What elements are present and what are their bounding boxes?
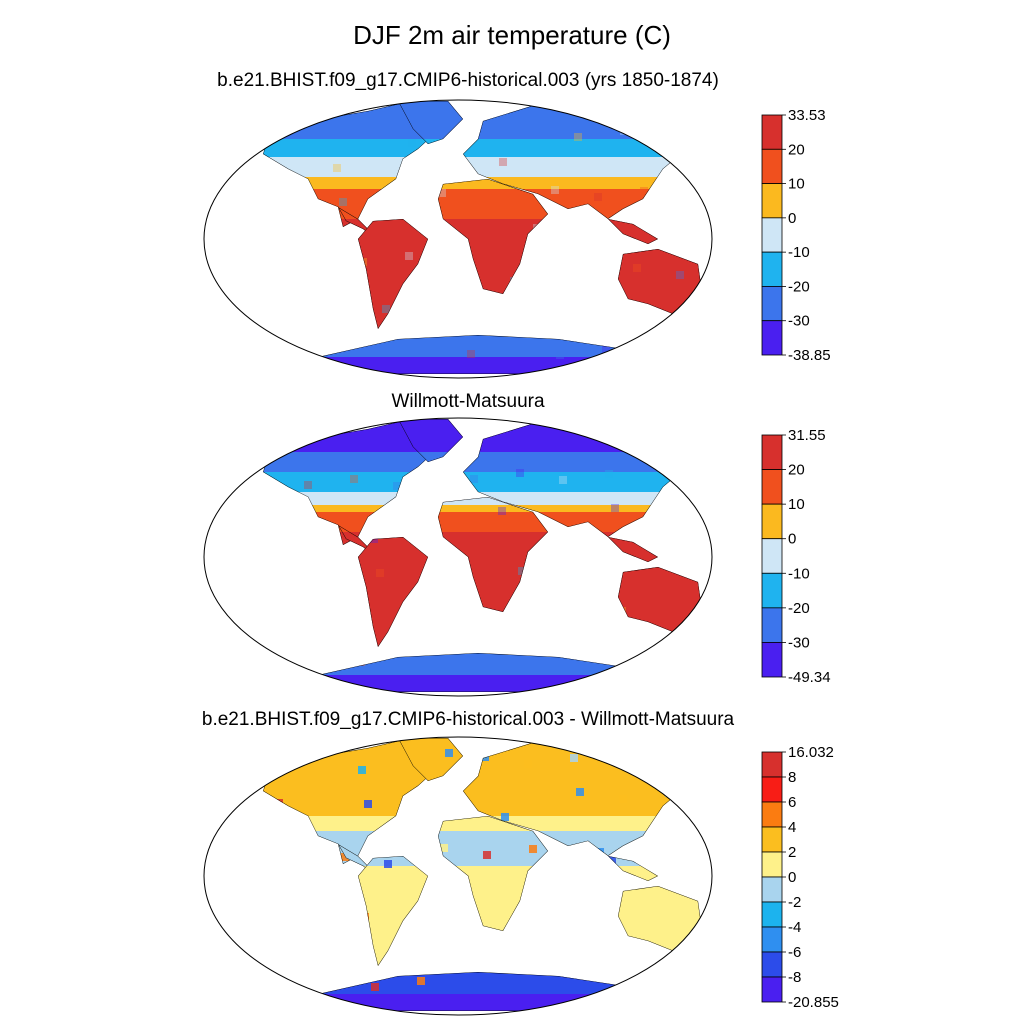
colorbar-swatch: [761, 434, 783, 470]
colorbar-label: 20: [788, 141, 805, 158]
colorbar-swatch: [761, 217, 783, 253]
colorbar-label: 20: [788, 462, 805, 479]
colorbar-swatch: [761, 776, 783, 803]
colorbar-obs: 31.55 20 10 0 -10 -20 -30 -49.34: [761, 427, 831, 686]
colorbar-label: -38.85: [788, 347, 831, 364]
colorbar-swatch: [761, 751, 783, 778]
colorbar-label: 0: [788, 210, 796, 227]
colorbar-label: 10: [788, 496, 805, 513]
map-boundary: [203, 736, 713, 1016]
colorbar-label: 2: [788, 844, 796, 861]
panel-title-difference: b.e21.BHIST.f09_g17.CMIP6-historical.003…: [201, 709, 735, 730]
colorbar-label: -4: [788, 919, 801, 936]
colorbar-swatch: [761, 469, 783, 505]
colorbar-label: 6: [788, 794, 796, 811]
colorbar-swatch: [761, 183, 783, 219]
colorbar-diff: 16.032 8 6 4 2 0 -2 -4 -6 -8 -20.855: [761, 744, 839, 1011]
colorbar-label: -20: [788, 600, 810, 617]
colorbar-swatch: [761, 901, 783, 928]
map-panel-diff: [203, 736, 713, 1016]
colorbar-label: 31.55: [788, 427, 826, 444]
colorbar-swatch: [761, 320, 783, 356]
colorbar-label: 8: [788, 769, 796, 786]
colorbar-swatch: [761, 503, 783, 540]
colorbar-swatch: [761, 976, 783, 1003]
colorbar-model: 33.53 20 10 0 -10 -20 -30 -38.85: [761, 107, 831, 364]
colorbar-swatch: [761, 851, 783, 878]
colorbar-label: -20.855: [788, 994, 839, 1011]
colorbar-label: -49.34: [788, 669, 831, 686]
colorbar-swatch: [761, 876, 783, 903]
colorbar-swatch: [761, 951, 783, 978]
colorbar-swatch: [761, 926, 783, 953]
colorbar-swatch: [761, 801, 783, 828]
colorbar-label: -2: [788, 894, 801, 911]
colorbar-label: 4: [788, 819, 796, 836]
colorbar-swatch: [761, 642, 783, 678]
colorbar-label: -8: [788, 969, 801, 986]
colorbar-swatch: [761, 572, 783, 609]
map-boundary: [203, 99, 713, 379]
colorbar-swatch: [761, 286, 783, 322]
panel-title-observations: Willmott-Matsuura: [391, 391, 545, 412]
colorbar-swatch: [761, 607, 783, 643]
map-boundary: [203, 417, 713, 697]
colorbar-label: 10: [788, 176, 805, 193]
colorbar-label: -10: [788, 565, 810, 582]
figure-title: DJF 2m air temperature (C): [353, 20, 671, 50]
colorbar-swatch: [761, 826, 783, 853]
map-panel-obs: [203, 417, 713, 697]
colorbar-label: -20: [788, 278, 810, 295]
colorbar-label: -6: [788, 944, 801, 961]
colorbar-swatch: [761, 114, 783, 150]
colorbar-label: 33.53: [788, 107, 826, 124]
map-panel-model: [203, 99, 713, 379]
colorbar-label: 0: [788, 531, 796, 548]
panel-title-model: b.e21.BHIST.f09_g17.CMIP6-historical.003…: [217, 70, 719, 91]
colorbar-label: 0: [788, 869, 796, 886]
colorbar-swatch: [761, 251, 783, 287]
colorbar-label: -30: [788, 634, 810, 651]
colorbar-label: 16.032: [788, 744, 834, 761]
colorbar-swatch: [761, 538, 783, 574]
colorbar-label: -10: [788, 244, 810, 261]
colorbar-label: -30: [788, 313, 810, 330]
colorbar-swatch: [761, 148, 783, 184]
